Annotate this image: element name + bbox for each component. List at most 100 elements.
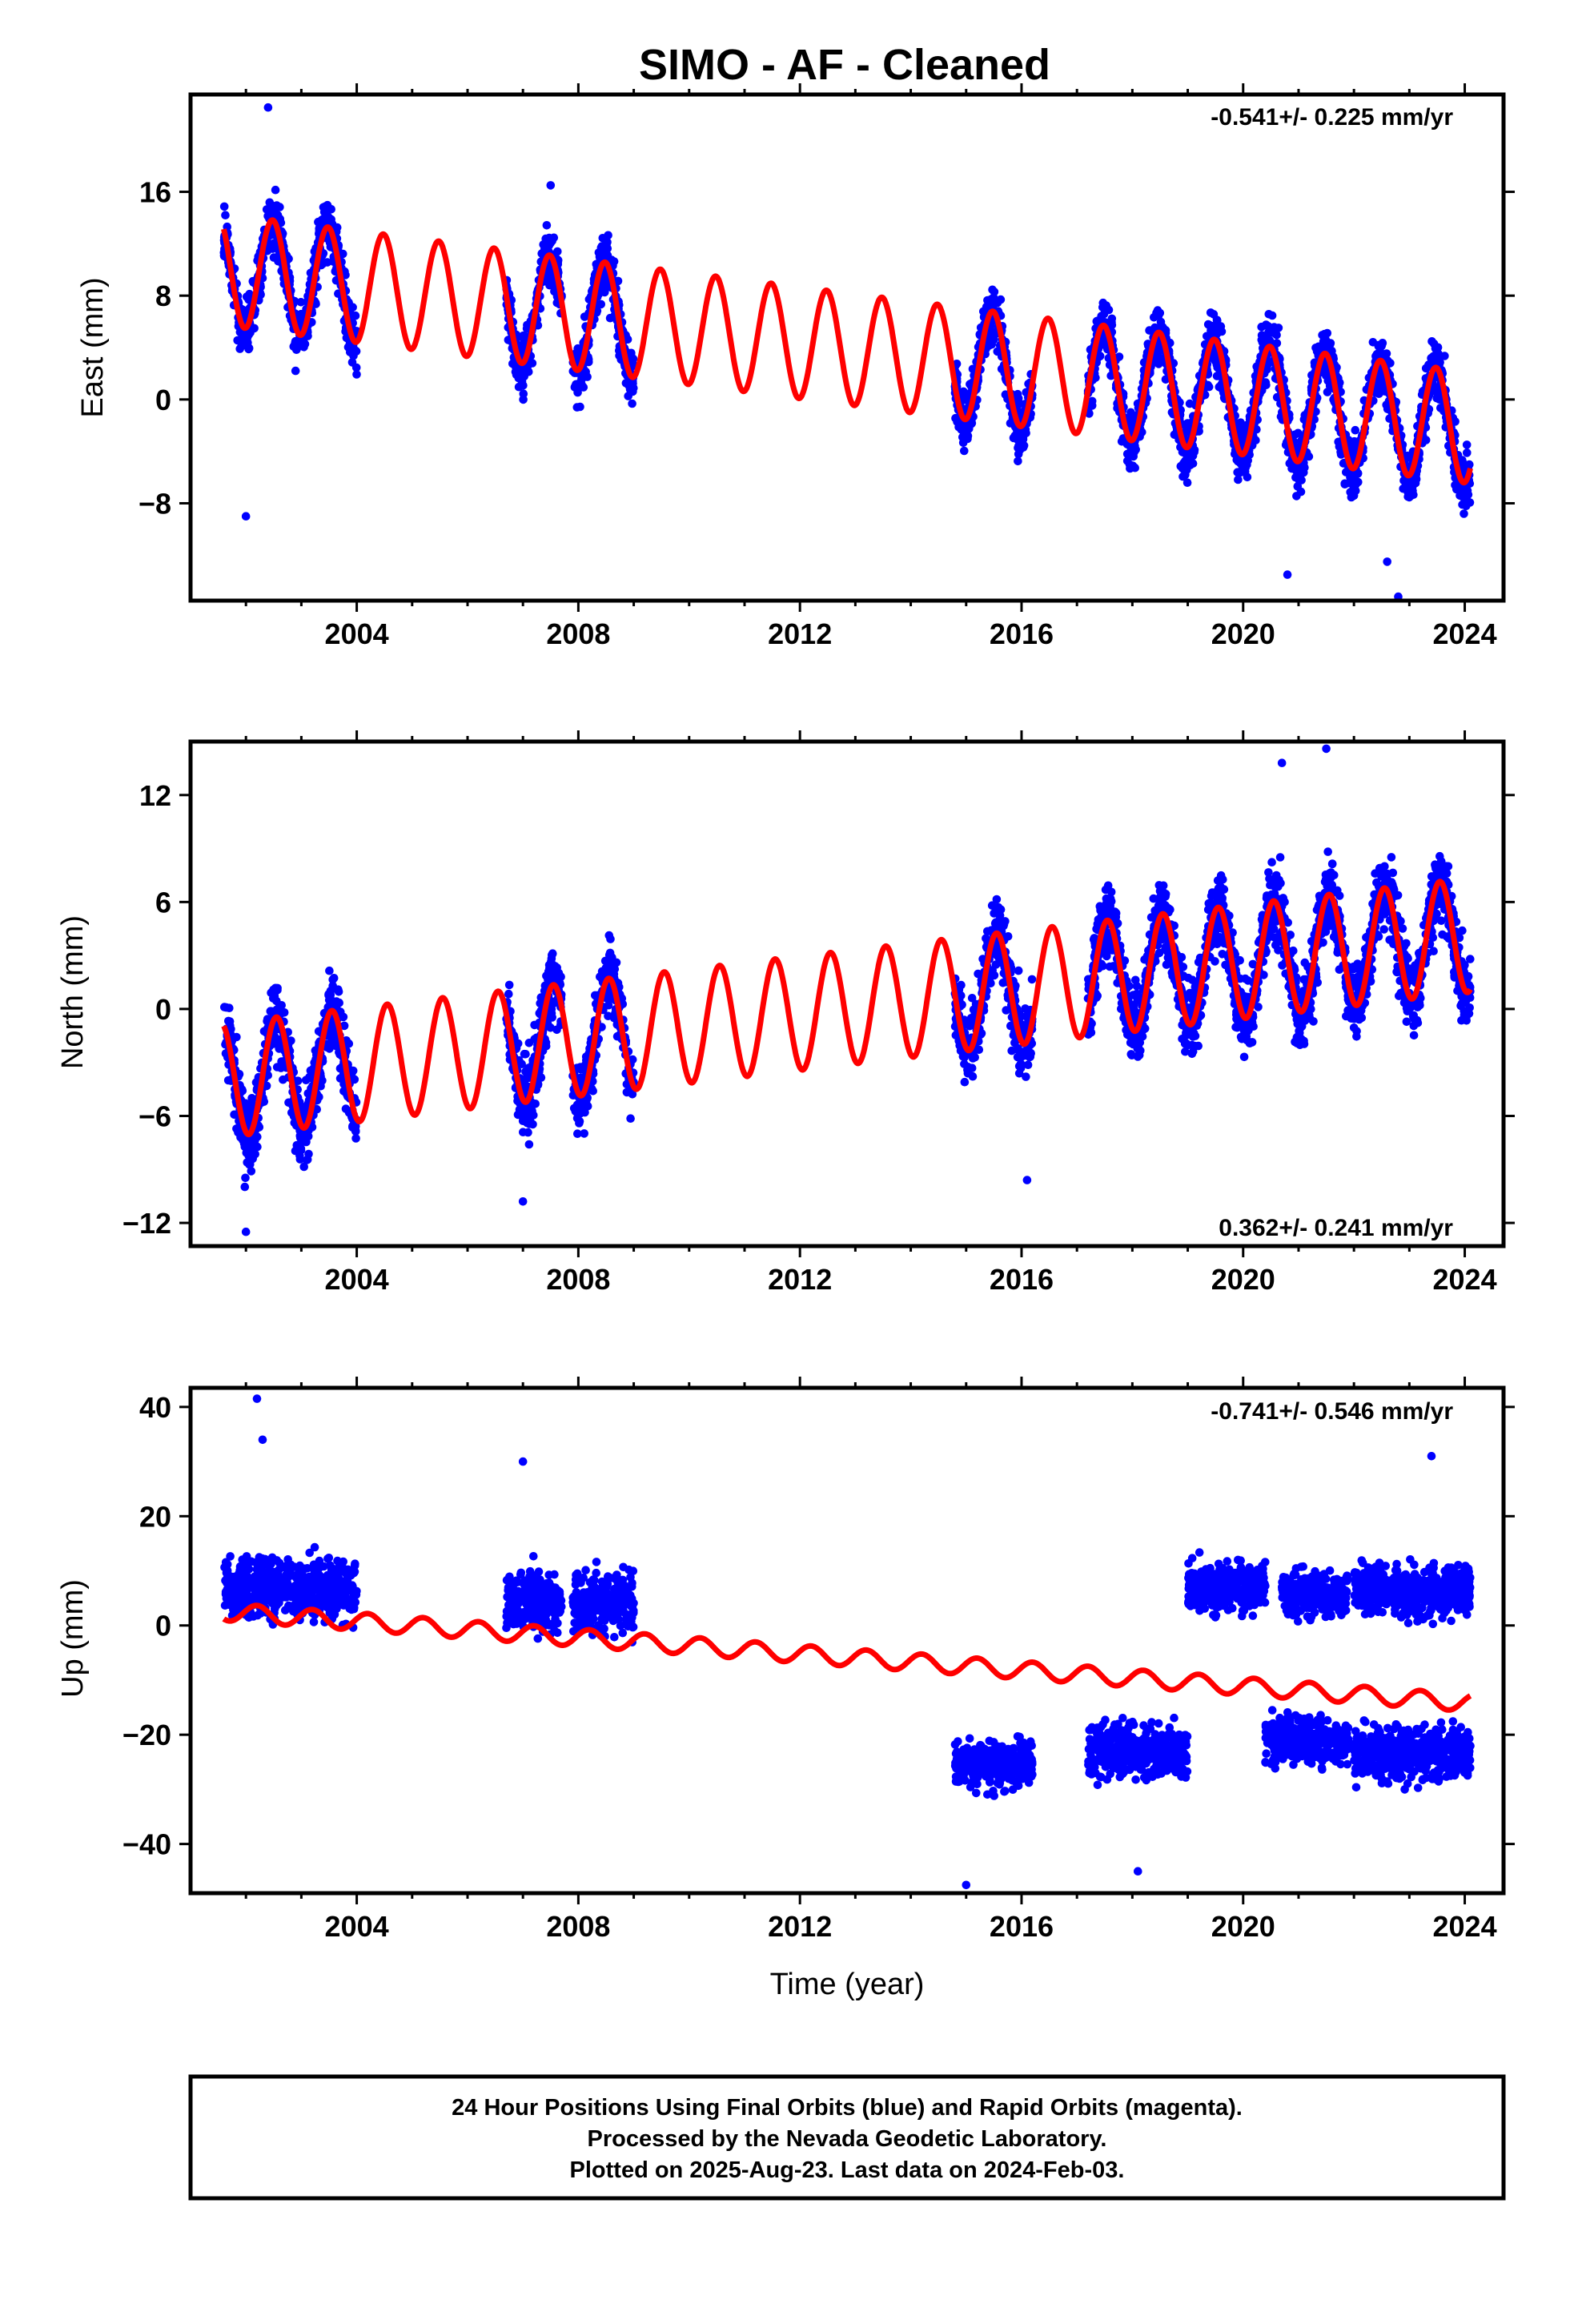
east-point (1292, 492, 1301, 501)
north-point (1016, 1063, 1026, 1073)
east-point (1014, 394, 1023, 403)
north-point (994, 903, 1003, 912)
east-point (1432, 393, 1441, 403)
north-point (1013, 1052, 1022, 1062)
east-point (1127, 442, 1136, 451)
north-point (335, 998, 344, 1007)
east-point (624, 392, 632, 400)
north-point (622, 1088, 632, 1097)
east-point (1368, 338, 1378, 347)
north-y-axis-label: North (mm) (56, 915, 90, 1069)
north-point (292, 1140, 302, 1150)
east-point (1126, 412, 1134, 421)
east-panel: East (mm) -0.541+/- 0.225 mm/yr 2004 2008… (76, 83, 1515, 650)
east-point (519, 365, 528, 375)
east-point (1206, 321, 1215, 330)
north-point (245, 1160, 254, 1169)
east-point (1408, 486, 1417, 495)
east-point (1182, 478, 1192, 487)
east-point (311, 300, 320, 308)
north-point (241, 1173, 250, 1183)
east-point (1354, 477, 1363, 487)
east-point (985, 341, 994, 350)
north-point (548, 949, 557, 958)
east-point (615, 351, 624, 360)
north-point (279, 1075, 287, 1084)
east-point (1434, 349, 1443, 358)
east-x-tick-label: 2016 (990, 617, 1054, 650)
east-x-tick-label: 2008 (546, 617, 610, 650)
east-outlier-point (1383, 557, 1391, 566)
east-point (1375, 348, 1385, 356)
east-point (219, 202, 229, 211)
north-point (580, 1129, 588, 1138)
north-point (528, 1120, 537, 1129)
east-point (517, 332, 526, 342)
east-point (1188, 459, 1198, 468)
east-point (1463, 448, 1472, 457)
east-point (1009, 433, 1018, 443)
east-point (238, 331, 247, 340)
east-x-tick-label: 2024 (1433, 617, 1497, 650)
east-point (327, 204, 336, 214)
east-point (1129, 452, 1138, 461)
east-point (268, 244, 277, 253)
east-outlier-point (263, 103, 273, 112)
east-y-tick-label: 16 (139, 176, 171, 209)
north-point (299, 1162, 309, 1172)
north-point (273, 986, 282, 995)
north-point (992, 895, 1002, 904)
east-point (1099, 309, 1109, 319)
north-point (351, 1134, 360, 1143)
east-point (352, 370, 361, 379)
east-point (628, 399, 636, 408)
east-point (603, 283, 612, 292)
north-point (1013, 1043, 1022, 1053)
north-point (1027, 975, 1037, 984)
north-point (325, 966, 334, 975)
east-point (1427, 337, 1436, 346)
north-point (960, 1077, 970, 1087)
east-point (1262, 320, 1271, 329)
east-point (1340, 479, 1349, 489)
north-point (272, 1063, 282, 1072)
east-point (1156, 317, 1166, 327)
east-point (596, 300, 605, 309)
north-point (279, 1008, 289, 1017)
north-point (1023, 1060, 1033, 1069)
north-point (251, 1149, 260, 1159)
east-point (1014, 456, 1022, 466)
east-point (1019, 441, 1029, 450)
east-y-tick-label: 8 (155, 279, 171, 312)
north-point (626, 1114, 635, 1123)
east-point (1462, 440, 1472, 449)
east-point (351, 311, 360, 320)
east-point (314, 217, 323, 227)
east-point (628, 354, 638, 364)
east-point (273, 211, 283, 220)
east-point (296, 298, 306, 307)
east-point (1185, 399, 1195, 408)
east-point (993, 347, 1002, 356)
east-point (245, 289, 254, 299)
north-rate-label: 0.362+/- 0.241 mm/yr (1219, 1215, 1453, 1241)
east-point (1403, 451, 1412, 460)
east-point (1014, 449, 1023, 459)
north-point (995, 915, 1004, 924)
north-point (504, 980, 514, 990)
east-point (269, 253, 279, 262)
east-point (1264, 328, 1273, 336)
east-point (574, 383, 583, 392)
east-point (319, 207, 329, 217)
east-point (1382, 349, 1391, 358)
east-point (577, 375, 586, 384)
north-point (504, 989, 513, 999)
east-point (1183, 419, 1192, 428)
east-outlier-point (241, 512, 251, 521)
north-point (224, 1016, 233, 1026)
east-outlier-point (546, 181, 556, 190)
east-point (300, 340, 310, 348)
north-point (524, 1140, 534, 1149)
north-point (524, 1108, 533, 1117)
east-point (988, 300, 998, 309)
